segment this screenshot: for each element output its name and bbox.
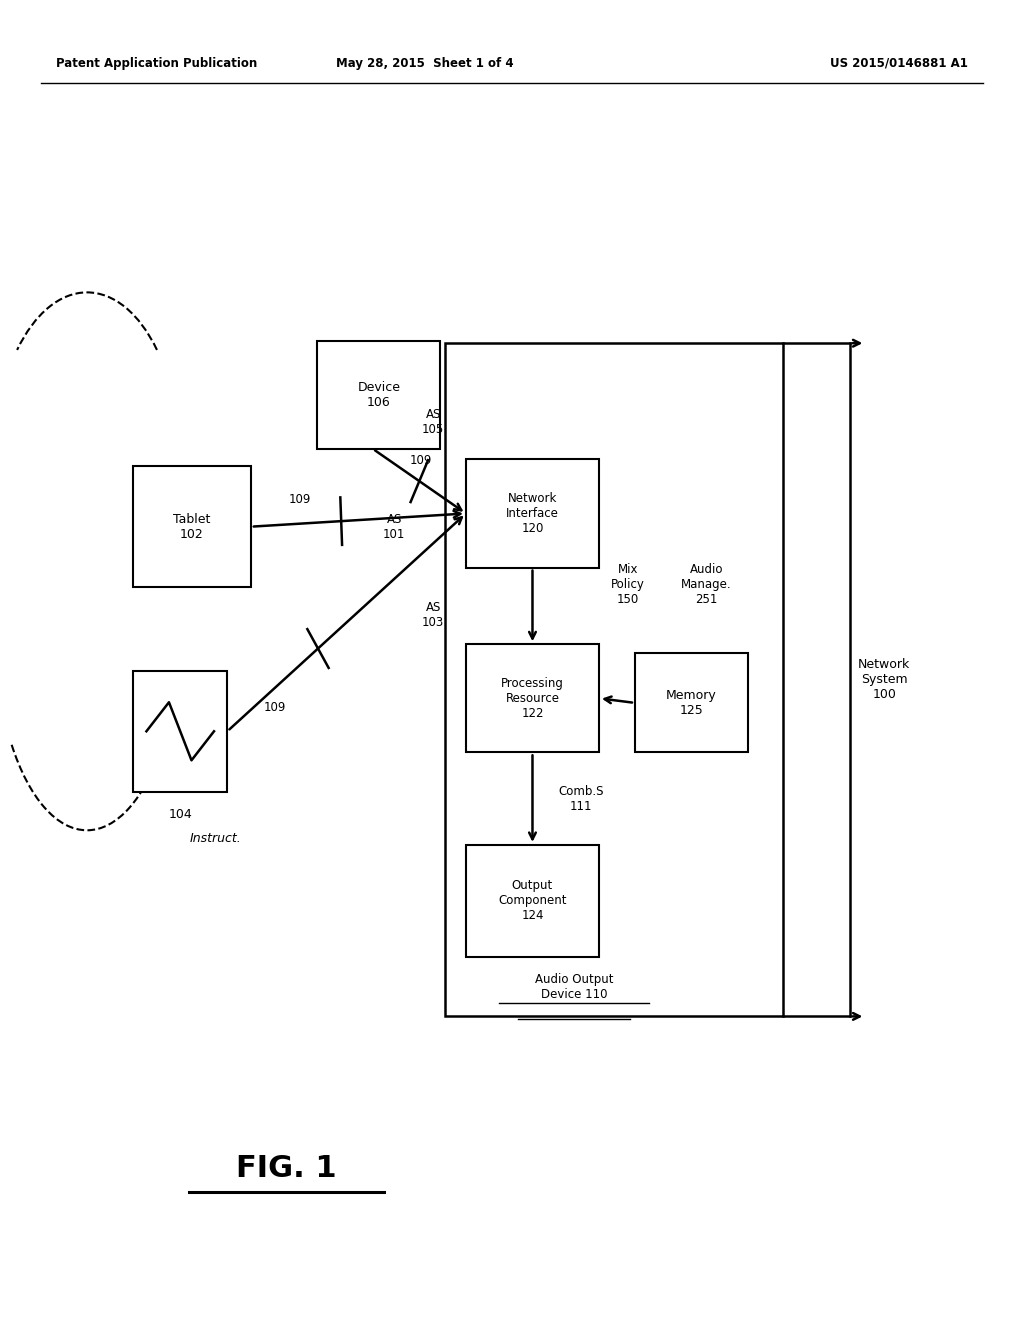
Text: Mix
Policy
150: Mix Policy 150 bbox=[611, 564, 645, 606]
FancyBboxPatch shape bbox=[466, 644, 599, 752]
FancyBboxPatch shape bbox=[466, 459, 599, 568]
FancyBboxPatch shape bbox=[133, 466, 251, 587]
Text: Network
Interface
120: Network Interface 120 bbox=[506, 492, 559, 535]
Text: AS
105: AS 105 bbox=[422, 408, 444, 436]
Text: Output
Component
124: Output Component 124 bbox=[499, 879, 566, 923]
Text: 109: 109 bbox=[411, 454, 432, 467]
FancyBboxPatch shape bbox=[317, 341, 440, 449]
FancyBboxPatch shape bbox=[445, 343, 783, 1016]
Text: 109: 109 bbox=[289, 494, 310, 506]
Text: Instruct.: Instruct. bbox=[189, 832, 241, 845]
Text: US 2015/0146881 A1: US 2015/0146881 A1 bbox=[829, 57, 968, 70]
Text: 104: 104 bbox=[168, 808, 193, 821]
Text: Memory
125: Memory 125 bbox=[666, 689, 717, 717]
FancyBboxPatch shape bbox=[635, 653, 748, 752]
Text: May 28, 2015  Sheet 1 of 4: May 28, 2015 Sheet 1 of 4 bbox=[336, 57, 514, 70]
Text: AS
101: AS 101 bbox=[383, 512, 406, 541]
Text: AS
103: AS 103 bbox=[422, 601, 444, 628]
Text: Patent Application Publication: Patent Application Publication bbox=[56, 57, 258, 70]
Text: Audio
Manage.
251: Audio Manage. 251 bbox=[681, 564, 731, 606]
Text: Processing
Resource
122: Processing Resource 122 bbox=[501, 677, 564, 719]
Text: Device
106: Device 106 bbox=[357, 380, 400, 409]
Text: Audio Output
Device 110: Audio Output Device 110 bbox=[535, 973, 613, 1001]
FancyBboxPatch shape bbox=[133, 671, 227, 792]
FancyBboxPatch shape bbox=[466, 845, 599, 957]
Text: Tablet
102: Tablet 102 bbox=[173, 512, 211, 541]
Text: 109: 109 bbox=[263, 701, 286, 714]
Text: Network
System
100: Network System 100 bbox=[858, 659, 910, 701]
Text: Comb.S
111: Comb.S 111 bbox=[558, 784, 603, 813]
Text: FIG. 1: FIG. 1 bbox=[237, 1154, 337, 1183]
